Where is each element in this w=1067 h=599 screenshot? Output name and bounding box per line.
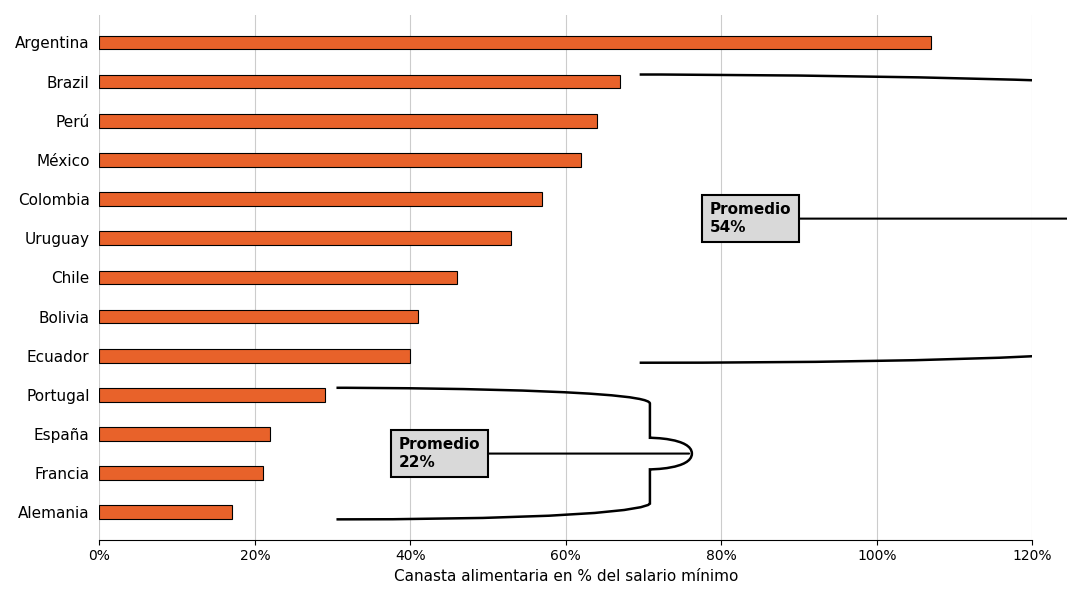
Text: Promedio
54%: Promedio 54% xyxy=(710,202,791,235)
Bar xyxy=(99,506,232,519)
Bar xyxy=(99,310,418,323)
Bar xyxy=(99,349,411,362)
Bar xyxy=(99,75,620,89)
Bar xyxy=(99,192,542,206)
X-axis label: Canasta alimentaria en % del salario mínimo: Canasta alimentaria en % del salario mín… xyxy=(394,569,738,584)
Bar xyxy=(99,388,324,402)
Bar xyxy=(99,35,931,49)
Bar xyxy=(99,271,457,284)
Bar xyxy=(99,466,262,480)
Bar xyxy=(99,427,270,441)
Text: Promedio
22%: Promedio 22% xyxy=(399,437,480,470)
Bar xyxy=(99,114,596,128)
Bar xyxy=(99,231,511,245)
Bar xyxy=(99,153,582,167)
